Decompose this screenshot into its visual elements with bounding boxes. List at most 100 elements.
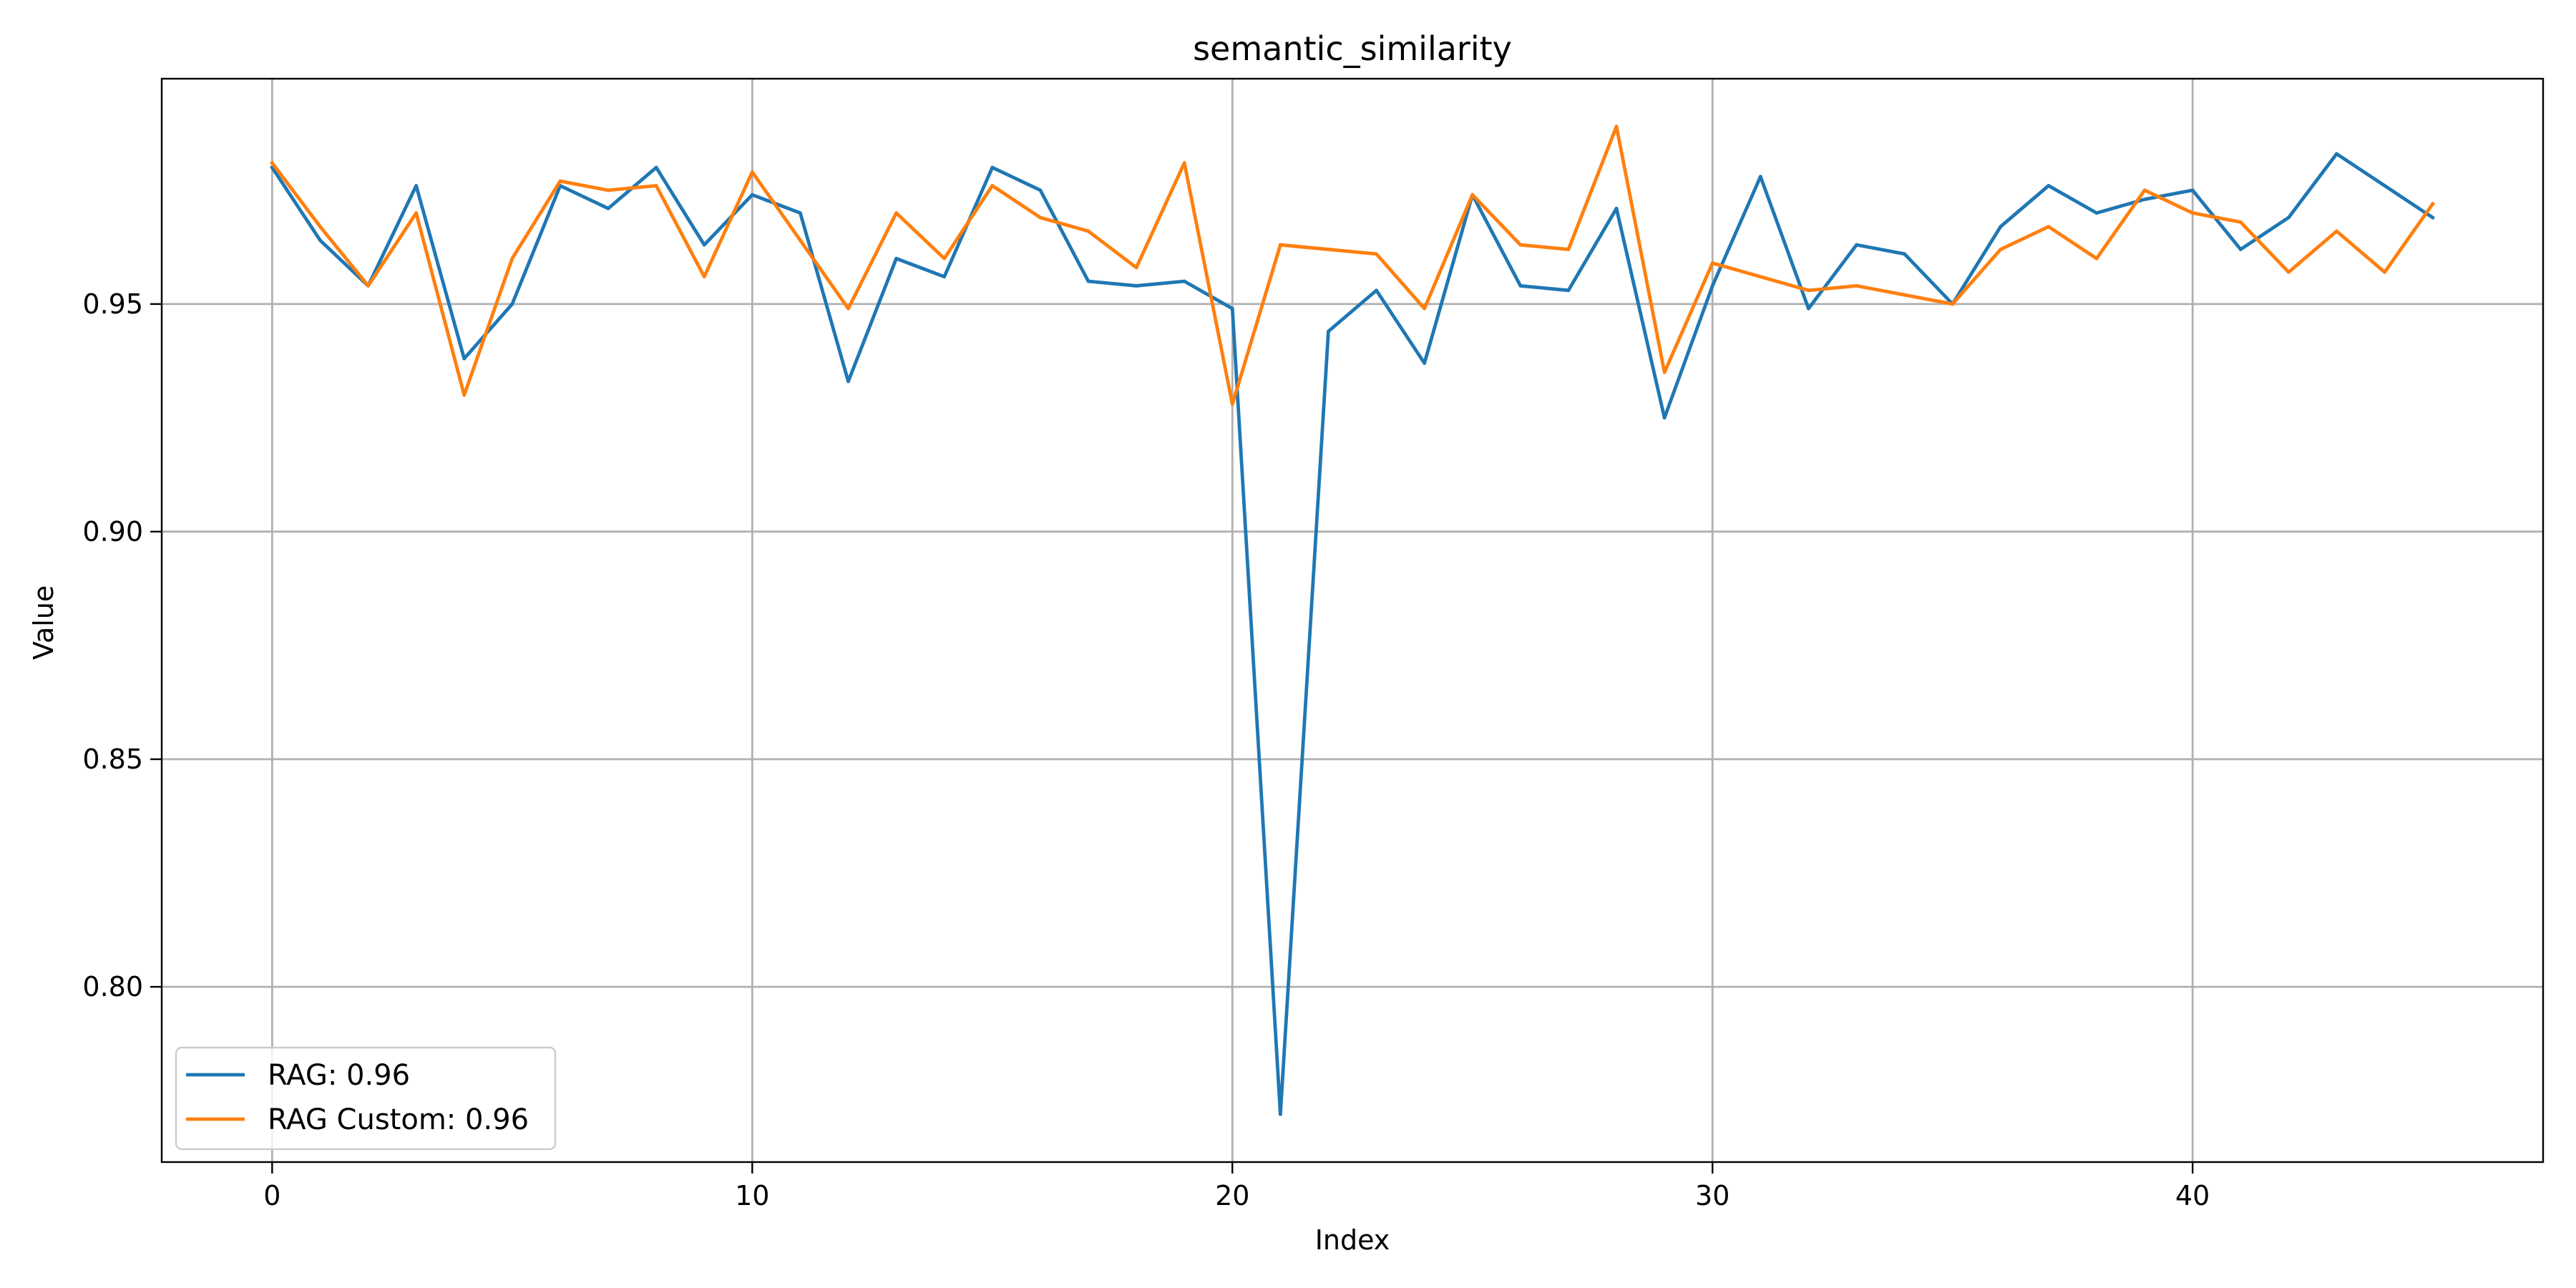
data-point	[2286, 270, 2290, 274]
legend-label: RAG Custom: 0.96	[268, 1103, 529, 1136]
x-tick-label: 10	[735, 1180, 769, 1211]
x-tick-label: 0	[263, 1180, 280, 1211]
data-point	[847, 379, 850, 384]
data-point	[2094, 211, 2099, 215]
data-point	[2383, 184, 2386, 187]
data-point	[1278, 243, 1282, 247]
legend-label: RAG: 0.96	[268, 1059, 410, 1092]
data-point	[1710, 261, 1714, 265]
data-point	[1758, 275, 1762, 279]
data-point	[2142, 188, 2147, 192]
y-tick-label: 0.80	[82, 971, 143, 1002]
data-point	[1662, 416, 1667, 420]
data-point	[462, 356, 467, 361]
data-point	[1999, 248, 2003, 251]
data-point	[2238, 248, 2243, 251]
series-line-1	[269, 125, 2436, 406]
data-point	[1327, 329, 1330, 333]
legend-frame	[175, 1046, 557, 1151]
legend-item: RAG: 0.96	[186, 1059, 410, 1092]
data-point	[1134, 265, 1138, 270]
data-point	[2046, 184, 2051, 187]
data-point	[510, 302, 514, 306]
x-tick-label: 40	[2175, 1180, 2210, 1211]
data-point	[462, 393, 467, 397]
data-point	[2335, 152, 2338, 156]
data-point	[1614, 125, 1619, 129]
data-point	[1230, 402, 1234, 406]
data-point	[606, 206, 610, 210]
data-point	[942, 275, 947, 279]
data-point	[1758, 175, 1762, 179]
data-point	[318, 238, 322, 243]
data-point	[2335, 229, 2338, 233]
data-point	[1903, 293, 1907, 297]
data-point	[270, 161, 274, 165]
data-point	[606, 188, 610, 192]
data-point	[798, 238, 802, 243]
series-group	[269, 125, 2436, 406]
data-point	[942, 256, 947, 260]
data-point	[1614, 206, 1619, 210]
x-tick-label: 20	[1215, 1180, 1249, 1211]
data-point	[1662, 370, 1667, 374]
data-point	[750, 170, 754, 174]
data-point	[414, 184, 419, 187]
data-point	[1327, 248, 1330, 251]
data-point	[2094, 256, 2099, 260]
data-point	[1038, 215, 1043, 220]
axis-ticks: 0 10 20 30 40 0.80 0.85 0.90 0.95	[82, 288, 2210, 1211]
plot-frame	[160, 77, 2545, 1163]
data-point	[702, 243, 706, 247]
data-point	[702, 275, 706, 279]
data-point	[558, 179, 562, 183]
x-axis-label: Index	[1315, 1224, 1390, 1256]
data-point	[1230, 306, 1234, 311]
data-point	[990, 165, 995, 170]
data-point	[1470, 192, 1475, 197]
data-point	[1855, 243, 1858, 247]
data-point	[1375, 288, 1378, 293]
data-point	[1855, 284, 1858, 288]
data-point	[1134, 284, 1138, 288]
data-point	[1278, 1112, 1282, 1116]
data-point	[1086, 229, 1091, 233]
data-point	[798, 211, 802, 215]
data-point	[1182, 279, 1186, 283]
data-point	[414, 211, 419, 215]
data-point	[847, 306, 850, 311]
data-point	[2190, 188, 2195, 192]
y-tick-label: 0.90	[82, 516, 143, 547]
data-point	[1423, 306, 1427, 311]
data-point	[1807, 306, 1810, 311]
data-point	[1423, 361, 1427, 365]
series-lines	[269, 125, 2436, 1116]
data-point	[2286, 215, 2290, 220]
legend-item: RAG Custom: 0.96	[186, 1103, 529, 1136]
data-point	[894, 211, 898, 215]
y-tick-label: 0.85	[82, 743, 143, 775]
data-point	[366, 284, 370, 288]
data-point	[1903, 252, 1907, 256]
data-point	[1807, 288, 1810, 293]
x-tick-label: 30	[1695, 1180, 1729, 1211]
data-point	[1038, 188, 1043, 192]
data-point	[2046, 225, 2051, 229]
data-point	[2142, 197, 2147, 201]
data-point	[510, 256, 514, 260]
data-point	[1999, 225, 2003, 229]
y-axis-label: Value	[28, 585, 59, 660]
data-point	[990, 184, 995, 187]
legend: RAG: 0.96 RAG Custom: 0.96	[175, 1046, 557, 1151]
data-point	[2431, 215, 2435, 220]
data-point	[654, 165, 658, 170]
data-point	[2383, 270, 2386, 274]
data-point	[1518, 243, 1523, 247]
data-point	[894, 256, 898, 260]
data-point	[2238, 220, 2243, 224]
data-point	[654, 184, 658, 187]
data-point	[2431, 202, 2435, 206]
data-point	[2190, 211, 2195, 215]
data-point	[1710, 284, 1714, 288]
